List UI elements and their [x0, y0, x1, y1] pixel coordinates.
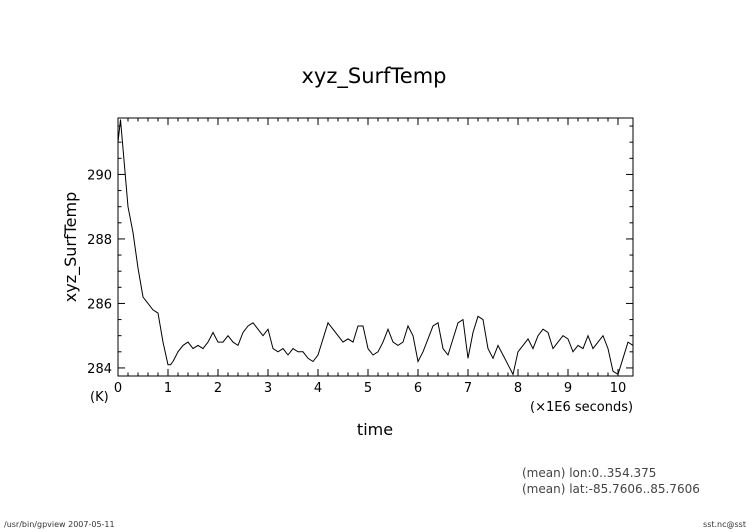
- footer-right: sst.nc@sst: [703, 520, 746, 529]
- series-line: [117, 119, 634, 376]
- x-tick-label: 9: [564, 381, 572, 396]
- x-tick-label: 3: [264, 381, 272, 396]
- y-tick-label: 290: [87, 168, 112, 183]
- x-tick-label: 5: [364, 381, 372, 396]
- x-tick-label: 6: [414, 381, 422, 396]
- x-axis: 0 1 2 3 4 5 6 7 8 9 10: [114, 118, 626, 396]
- x-axis-label: time: [357, 420, 393, 439]
- y-tick-label: 284: [87, 362, 112, 377]
- y-axis: 284 286 288 290: [87, 125, 633, 377]
- mean-lon-note: (mean) lon:0..354.375: [522, 466, 656, 480]
- x-tick-label: 8: [514, 381, 522, 396]
- y-axis-label: xyz_SurfTemp: [61, 192, 81, 302]
- x-tick-label: 10: [610, 381, 627, 396]
- plot-frame: [117, 117, 634, 377]
- x-unit-label: (×1E6 seconds): [530, 400, 633, 415]
- footer-left: /usr/bin/gpview 2007-05-11: [4, 520, 115, 529]
- mean-lat-note: (mean) lat:-85.7606..85.7606: [522, 482, 700, 496]
- x-tick-label: 4: [314, 381, 322, 396]
- x-tick-label: 1: [164, 381, 172, 396]
- x-tick-label: 0: [114, 381, 122, 396]
- x-tick-label: 2: [214, 381, 222, 396]
- y-tick-label: 286: [87, 297, 112, 312]
- chart-title: xyz_SurfTemp: [301, 64, 446, 89]
- x-tick-label: 7: [464, 381, 472, 396]
- y-tick-label: 288: [87, 233, 112, 248]
- y-unit-label: (K): [90, 390, 109, 405]
